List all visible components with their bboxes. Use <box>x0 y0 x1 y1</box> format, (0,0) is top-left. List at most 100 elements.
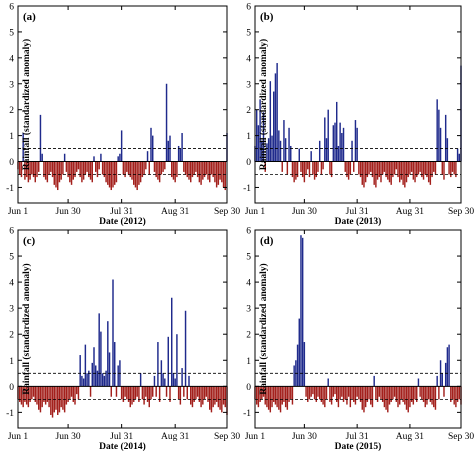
bar <box>183 161 185 172</box>
bar <box>363 386 365 413</box>
bar <box>438 386 440 400</box>
bar <box>325 386 328 400</box>
bar <box>385 386 387 410</box>
bar <box>267 386 270 410</box>
bar <box>288 386 290 402</box>
bar <box>196 161 199 178</box>
bar <box>177 145 180 162</box>
bar <box>43 161 45 178</box>
bar <box>153 375 156 387</box>
bar <box>165 386 168 397</box>
bar <box>82 378 85 387</box>
bar <box>308 386 311 400</box>
y-tick-label: 3 <box>246 80 251 90</box>
y-axis-title: Rainfall (standardized anomaly) <box>258 39 269 170</box>
bar <box>157 161 159 180</box>
y-tick-label: 6 <box>246 227 251 237</box>
bar <box>273 91 275 162</box>
bar <box>76 161 78 172</box>
bar <box>176 334 178 387</box>
bar <box>131 386 133 405</box>
bar <box>34 386 36 402</box>
bar <box>409 161 411 175</box>
bar <box>422 161 425 180</box>
bar <box>214 161 216 183</box>
bar <box>339 122 341 162</box>
bar <box>451 386 454 400</box>
bar <box>344 161 346 172</box>
bar <box>383 386 386 408</box>
bar <box>157 342 159 387</box>
bar <box>55 161 57 188</box>
bar <box>89 161 92 180</box>
bar <box>134 386 137 400</box>
y-tick-label: 4 <box>9 279 14 289</box>
bar <box>105 161 107 183</box>
bar <box>98 161 100 170</box>
bar <box>60 386 62 408</box>
bar <box>188 161 190 180</box>
bar <box>303 342 306 387</box>
bar <box>283 120 285 162</box>
bar <box>409 386 411 408</box>
bar <box>19 161 21 175</box>
bar <box>138 386 140 402</box>
bar <box>433 386 435 408</box>
bar <box>426 161 428 178</box>
x-tick-label: Sep 30 <box>214 432 240 442</box>
bar <box>341 386 343 397</box>
bar <box>22 133 24 162</box>
bar <box>200 161 202 185</box>
bar <box>419 386 421 397</box>
bar <box>171 161 173 178</box>
bar <box>456 148 459 162</box>
bar <box>329 386 331 402</box>
bar <box>303 161 306 183</box>
bar <box>354 120 357 162</box>
bar <box>448 344 450 387</box>
bar <box>145 386 147 397</box>
bar <box>84 161 87 175</box>
bar <box>107 161 109 185</box>
bar <box>164 161 166 170</box>
bar <box>88 370 90 387</box>
bar <box>347 161 350 180</box>
bar <box>290 145 292 162</box>
bar <box>458 386 461 400</box>
bar <box>305 386 307 397</box>
bar <box>181 368 183 387</box>
bar <box>431 161 433 178</box>
bar <box>337 145 340 162</box>
bar <box>317 386 319 397</box>
x-tick-label: Aug 31 <box>161 207 189 217</box>
plot-frame <box>17 229 228 429</box>
bar <box>77 161 80 170</box>
bar <box>307 386 309 402</box>
bar <box>46 161 49 183</box>
bar <box>421 386 423 400</box>
bar <box>224 386 226 408</box>
bar <box>380 386 382 400</box>
bar <box>402 386 404 402</box>
bar <box>217 161 220 185</box>
bar <box>453 161 455 175</box>
bar <box>20 386 23 405</box>
bar <box>205 161 207 175</box>
bar <box>86 373 88 387</box>
bar <box>427 161 430 183</box>
x-tick-label: Jun 1 <box>8 432 29 442</box>
bar <box>364 161 367 183</box>
bar <box>77 386 80 400</box>
bar <box>274 386 277 405</box>
bar <box>115 161 118 183</box>
bar <box>27 386 30 408</box>
bar <box>152 135 154 162</box>
bar <box>174 161 176 183</box>
bar <box>136 161 138 191</box>
bar <box>69 161 71 183</box>
bar <box>441 373 443 387</box>
bar <box>196 386 199 397</box>
bar <box>160 161 163 175</box>
bar <box>347 386 350 397</box>
